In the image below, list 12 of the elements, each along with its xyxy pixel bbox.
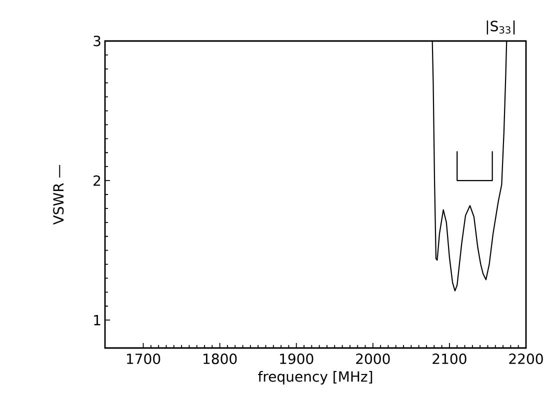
x-tick-label: 2200 <box>509 354 543 364</box>
x-tick-label: 2100 <box>432 354 466 364</box>
y-tick-label: 3 <box>94 36 100 46</box>
x-tick-label: 1700 <box>126 354 160 364</box>
x-tick-label: 1800 <box>204 354 237 364</box>
x-axis-title: frequency [MHz] <box>258 370 372 385</box>
chart-title: |S$_{33}$| <box>486 20 515 34</box>
y-tick-label: 1 <box>94 314 100 326</box>
x-tick-label: 2000 <box>356 354 390 364</box>
x-tick-label: 1900 <box>280 354 314 364</box>
y-tick-label: 2 <box>94 175 100 186</box>
y-axis-title: VSWR — <box>53 164 64 225</box>
